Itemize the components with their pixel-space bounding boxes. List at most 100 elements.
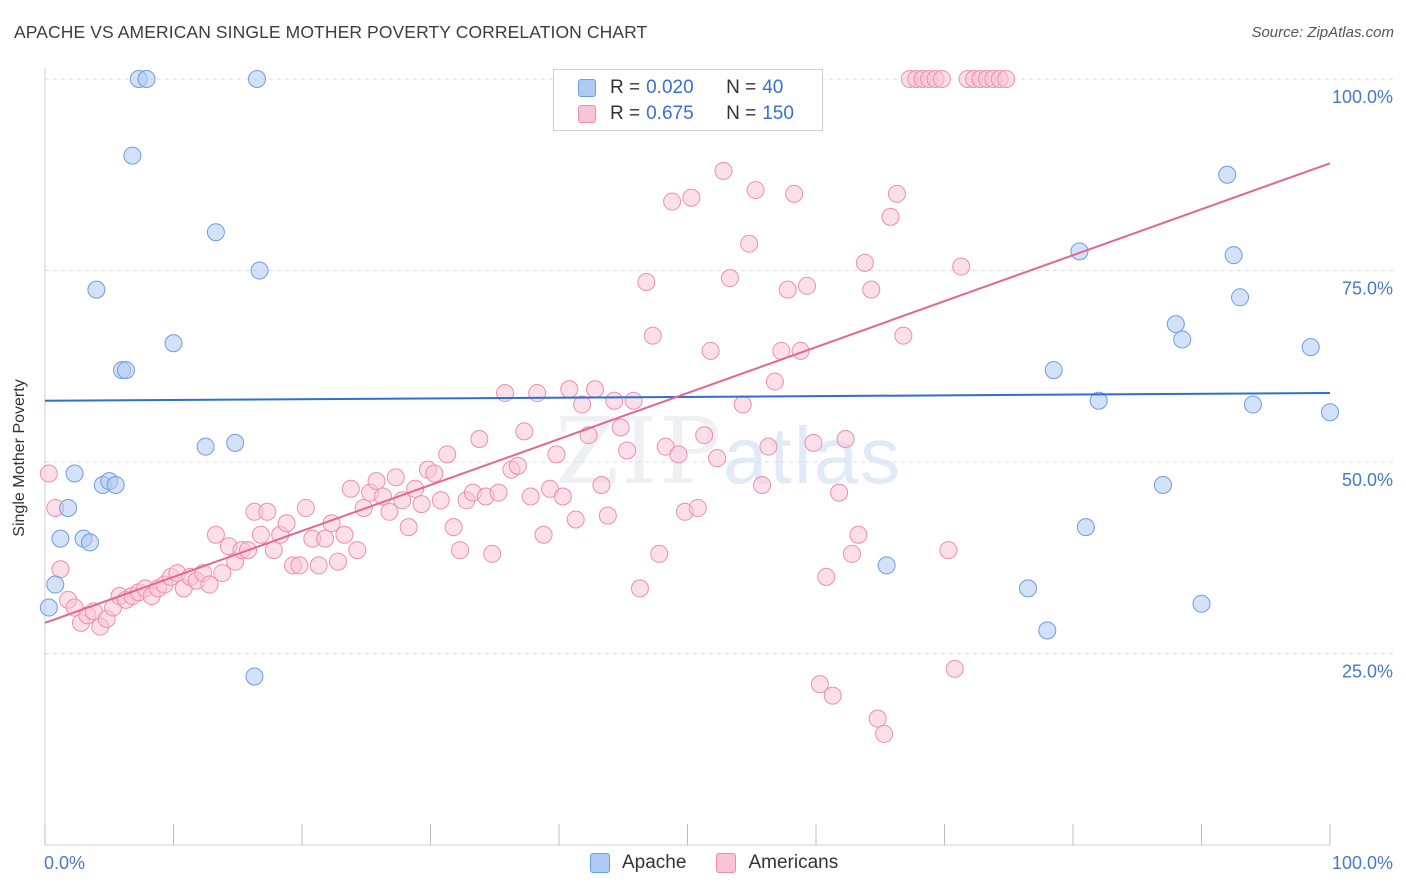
legend-n-label: N = [726,103,757,124]
watermark: ZIPatlas [555,398,902,505]
data-point-americans [470,430,489,449]
data-point-apache [1192,594,1211,613]
data-point-americans [624,391,643,410]
data-point-americans [425,464,444,483]
data-point-americans [483,544,502,563]
data-point-apache [226,433,245,452]
data-point-americans [830,483,849,502]
stats-legend: R = 0.020 N = 40 R = 0.675 N = 150 [553,69,823,131]
data-point-americans [39,464,58,483]
legend-swatch-apache [578,79,596,97]
data-point-americans [765,372,784,391]
data-point-americans [785,184,804,203]
data-point-apache [1218,165,1237,184]
data-point-americans [553,487,572,506]
data-point-americans [894,326,913,345]
data-point-americans [862,280,881,299]
data-point-americans [945,659,964,678]
data-point-americans [733,395,752,414]
data-point-americans [573,395,592,414]
data-point-americans [688,498,707,517]
data-point-americans [740,234,759,253]
data-point-apache [1070,242,1089,261]
series-legend: Apache Americans [590,852,868,874]
legend-r-value-apache: 0.020 [646,77,694,98]
legend-item-apache: Apache [590,852,686,874]
data-point-americans [817,567,836,586]
data-point-apache [123,146,142,165]
data-point-americans [855,253,874,272]
data-point-americans [720,269,739,288]
data-point-apache [245,667,264,686]
data-point-apache [51,529,70,548]
data-point-apache [59,498,78,517]
data-point-americans [810,675,829,694]
trend-lines [44,162,1331,624]
legend-r-label: R = [610,103,641,124]
data-point-americans [528,384,547,403]
data-point-americans [206,525,225,544]
data-point-americans [560,380,579,399]
data-point-americans [451,541,470,560]
data-point-americans [213,564,232,583]
data-point-americans [695,426,714,445]
data-point-apache [87,280,106,299]
source-label: Source: ZipAtlas.com [1251,24,1394,41]
data-point-americans [868,709,887,728]
data-point-americans [341,479,360,498]
legend-row-americans: R = 0.675 N = 150 [578,102,794,126]
x-tick-label: 100.0% [1332,853,1393,873]
data-point-americans [309,556,328,575]
data-point-americans [592,475,611,494]
data-point-americans [399,518,418,537]
legend-swatch-apache [590,853,610,873]
data-point-americans [348,541,367,560]
data-point-americans [277,514,296,533]
data-point-apache [137,70,156,88]
data-point-americans [669,445,688,464]
data-point-apache [116,361,135,380]
data-point-apache [164,334,183,353]
data-point-apache [1231,288,1250,307]
axes [44,68,1331,846]
data-point-apache [206,223,225,242]
legend-label-apache: Apache [622,852,687,873]
data-point-apache [196,437,215,456]
legend-swatch-americans [716,853,737,873]
series-apache [39,70,1339,686]
data-point-apache [1243,395,1262,414]
data-point-americans [258,502,277,521]
data-point-americans [881,207,900,226]
data-point-apache [1301,338,1320,357]
legend-n-value-americans: 150 [762,103,794,124]
data-point-americans [637,272,656,291]
data-point-americans [566,510,585,529]
data-point-americans [650,544,669,563]
tick-labels: 25.0% 50.0% 75.0% 100.0% 0.0% 100.0% [44,87,1393,873]
data-point-americans [585,380,604,399]
data-point-americans [798,276,817,295]
data-point-apache [1224,246,1243,265]
y-tick-label: 50.0% [1342,470,1393,490]
data-point-americans [412,495,431,514]
data-point-apache [1173,330,1192,349]
data-point-americans [534,525,553,544]
legend-item-americans: Americans [716,852,838,874]
data-point-americans [431,491,450,510]
data-point-americans [682,188,701,207]
data-point-americans [849,525,868,544]
data-point-americans [547,445,566,464]
data-point-americans [708,449,727,468]
data-point-americans [598,506,617,525]
data-point-americans [296,498,315,517]
y-tick-label: 25.0% [1342,662,1393,682]
data-point-americans [386,468,405,487]
trend-line-americans [44,162,1331,624]
data-point-americans [746,181,765,200]
data-point-apache [1076,518,1095,537]
data-point-americans [200,575,219,594]
watermark-zip: ZIP [555,398,724,505]
data-point-americans [997,70,1016,88]
data-point-americans [489,483,508,502]
data-point-apache [1089,391,1108,410]
